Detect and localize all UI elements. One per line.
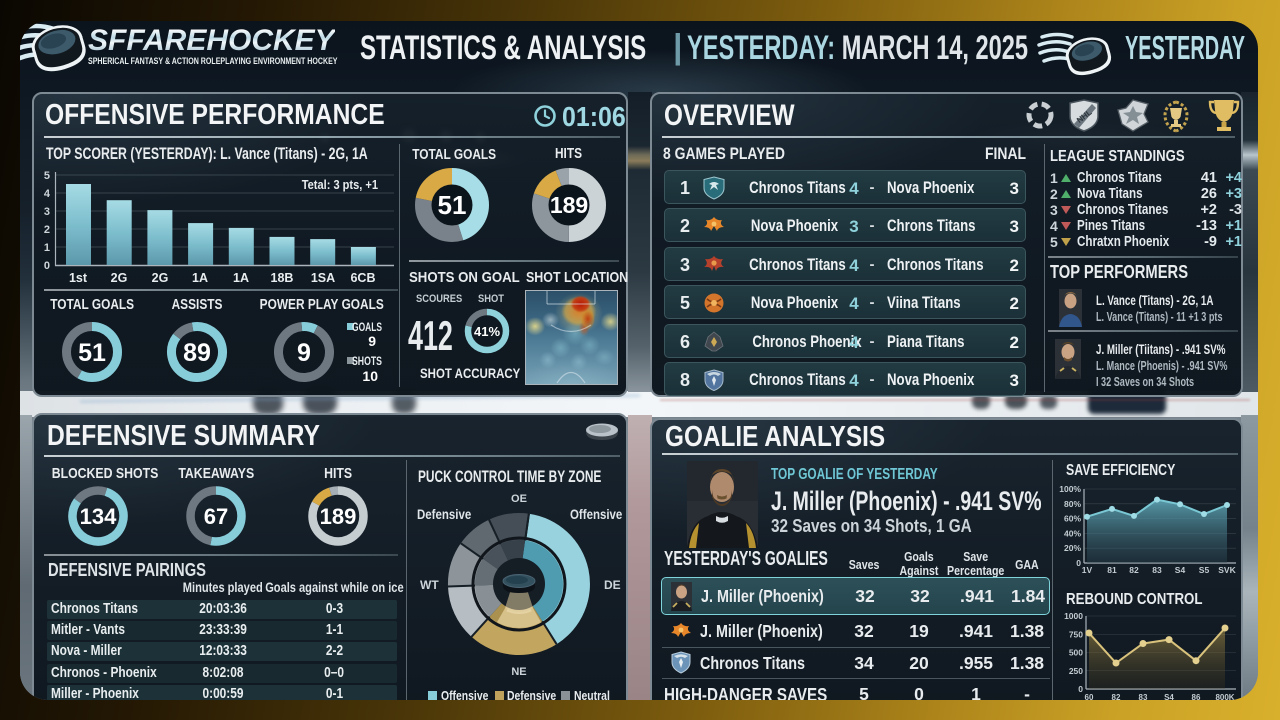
svg-text:2G: 2G bbox=[111, 271, 128, 285]
svg-text:9: 9 bbox=[368, 333, 376, 349]
svg-text:2G: 2G bbox=[152, 271, 169, 285]
svg-text:83: 83 bbox=[1139, 693, 1148, 700]
svg-text:1st: 1st bbox=[69, 271, 88, 285]
svg-text:9: 9 bbox=[297, 339, 311, 367]
svg-text:3: 3 bbox=[44, 206, 50, 218]
svg-text:60%: 60% bbox=[1064, 514, 1081, 524]
svg-text:89: 89 bbox=[183, 339, 211, 367]
svg-text:83: 83 bbox=[1152, 565, 1162, 575]
svg-text:2: 2 bbox=[44, 224, 50, 236]
svg-text:0: 0 bbox=[44, 260, 50, 272]
svg-text:S4: S4 bbox=[1164, 693, 1174, 700]
svg-text:86: 86 bbox=[1192, 693, 1201, 700]
svg-text:SVK: SVK bbox=[1218, 565, 1236, 575]
svg-text:0: 0 bbox=[1076, 558, 1081, 568]
svg-text:1000: 1000 bbox=[1064, 611, 1083, 621]
svg-text:82: 82 bbox=[1112, 693, 1121, 700]
svg-text:67: 67 bbox=[204, 504, 228, 529]
svg-text:80%: 80% bbox=[1064, 499, 1081, 509]
svg-text:750: 750 bbox=[1069, 629, 1083, 639]
svg-text:41%: 41% bbox=[474, 324, 500, 339]
svg-text:500: 500 bbox=[1069, 648, 1083, 658]
svg-text:1A: 1A bbox=[233, 271, 249, 285]
svg-text:250: 250 bbox=[1069, 666, 1083, 676]
svg-text:6CB: 6CB bbox=[350, 271, 375, 285]
svg-text:81: 81 bbox=[1107, 565, 1117, 575]
svg-text:51: 51 bbox=[438, 190, 467, 220]
svg-text:5: 5 bbox=[44, 170, 50, 182]
svg-text:S5: S5 bbox=[1199, 565, 1210, 575]
svg-text:18B: 18B bbox=[271, 271, 294, 285]
svg-text:134: 134 bbox=[80, 504, 117, 529]
svg-text:189: 189 bbox=[550, 192, 588, 218]
svg-text:10: 10 bbox=[362, 368, 378, 384]
svg-text:51: 51 bbox=[78, 339, 106, 367]
svg-text:20%: 20% bbox=[1064, 543, 1081, 553]
svg-text:1: 1 bbox=[44, 242, 50, 254]
svg-text:800K: 800K bbox=[1215, 693, 1234, 700]
svg-text:100%: 100% bbox=[1059, 484, 1081, 494]
svg-text:SHOTS: SHOTS bbox=[352, 356, 382, 368]
svg-text:4: 4 bbox=[44, 188, 51, 200]
svg-text:GOALS: GOALS bbox=[352, 322, 382, 334]
svg-text:40%: 40% bbox=[1064, 528, 1081, 538]
svg-text:60: 60 bbox=[1085, 693, 1094, 700]
svg-text:0: 0 bbox=[1078, 684, 1083, 694]
svg-text:1SA: 1SA bbox=[311, 271, 335, 285]
svg-text:S4: S4 bbox=[1175, 565, 1186, 575]
svg-text:189: 189 bbox=[320, 504, 357, 529]
svg-text:1A: 1A bbox=[192, 271, 208, 285]
svg-text:82: 82 bbox=[1129, 565, 1139, 575]
svg-text:1V: 1V bbox=[1082, 565, 1093, 575]
